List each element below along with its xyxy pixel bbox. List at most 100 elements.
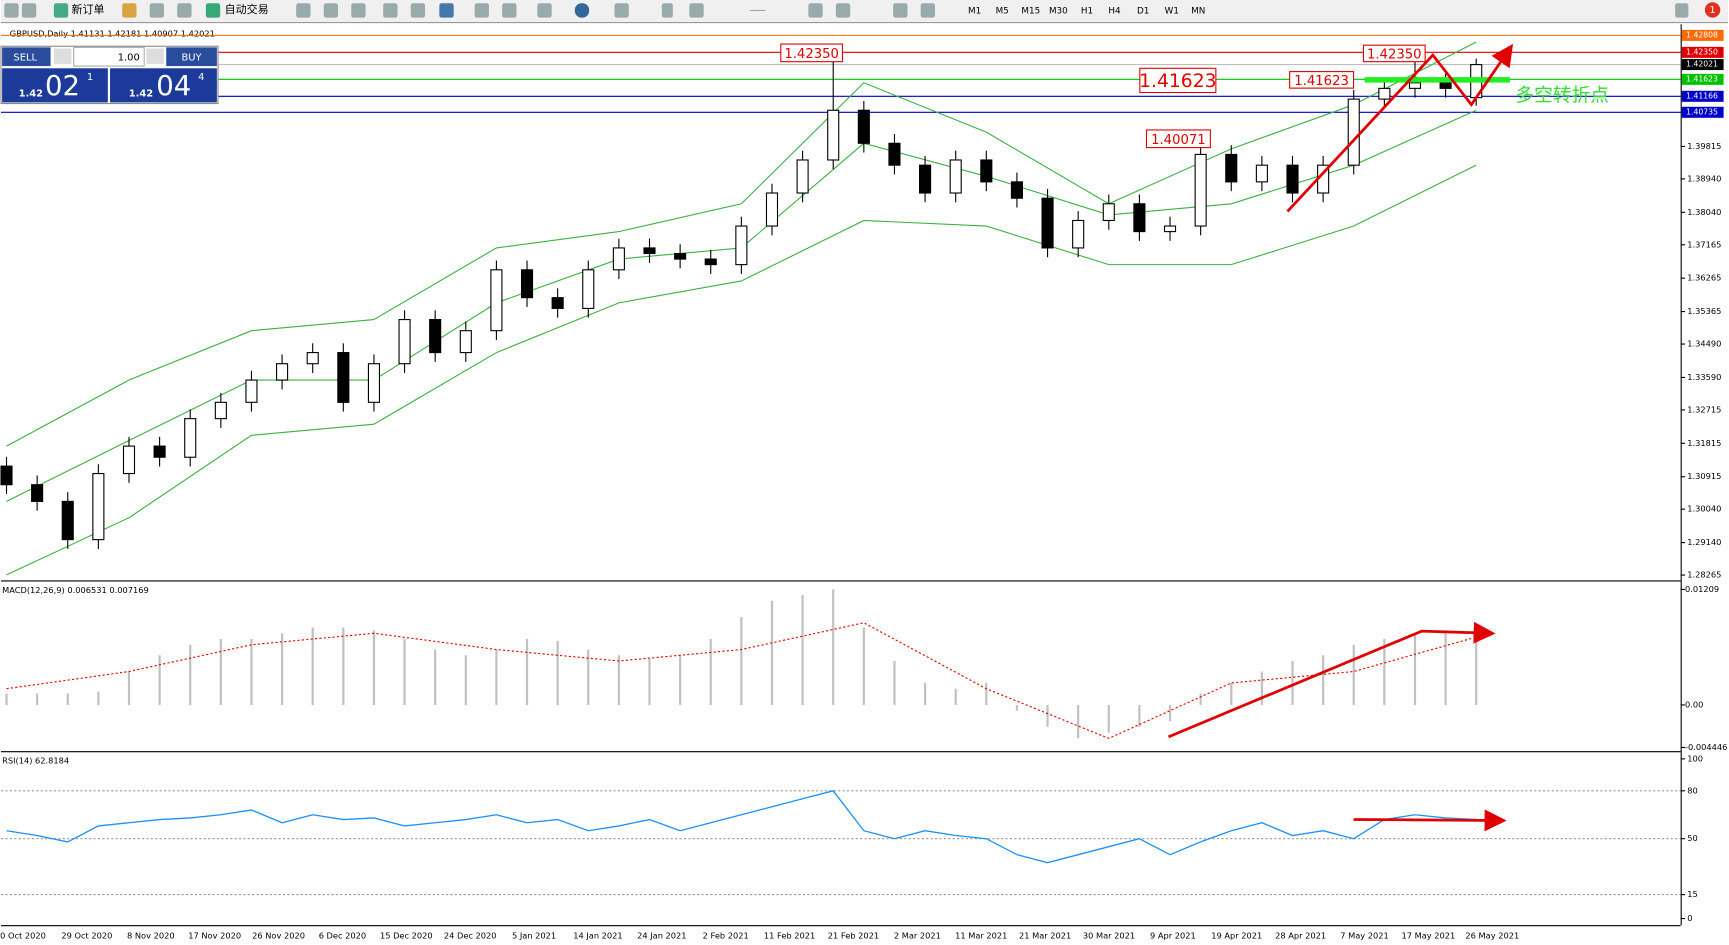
candle-body [153,445,166,458]
candle-body [184,418,197,458]
candle-body [398,319,411,365]
x-tick-label: 21 Mar 2021 [1019,931,1071,941]
candle-body [367,363,380,403]
x-tick-label: 7 May 2021 [1340,931,1389,941]
y-tick-label: 0 [1687,913,1692,923]
candle-body [1255,164,1268,183]
candle-body [214,401,227,420]
trade-panel: SELL 1.00 BUY 1.42 02 1 1.42 04 4 [0,45,219,105]
x-tick-label: 14 Jan 2021 [573,931,622,941]
level-label: 1.40735 [1686,107,1718,116]
toolbar-icons [4,3,1689,18]
x-tick-label: 30 Mar 2021 [1083,931,1135,941]
rsi-line [6,790,1477,864]
candle-body [643,247,656,255]
x-tick-label: 21 Feb 2021 [828,931,879,941]
turning-zone [1364,77,1510,83]
buy-button[interactable] [166,47,217,67]
x-tick-label: 11 Mar 2021 [955,931,1007,941]
x-tick-label: 26 Nov 2020 [252,931,305,941]
buy-price-box[interactable] [110,68,217,103]
candle-body [674,252,687,260]
timeframe-button[interactable]: W1 [1165,7,1179,17]
x-tick-label: 19 Apr 2021 [1211,931,1262,941]
price-label-box [1362,44,1426,63]
sell-label: SELL [13,52,37,63]
candle-body [1010,181,1023,199]
lot-down[interactable] [53,48,72,64]
annotation: 多空转折点 [1515,85,1609,106]
price-label: 1.41623 [1294,74,1349,89]
level-tag [1681,46,1724,58]
lot-value: 1.00 [118,52,140,63]
timeframe-button[interactable]: M1 [968,7,981,17]
candle-body [31,484,44,502]
candle-body [1072,219,1085,249]
trend-arrow [1286,43,1514,213]
x-tick-label: 0 Oct 2020 [0,931,46,941]
auto-trading-button[interactable]: 自动交易 [225,2,269,16]
candle-body [1133,203,1146,233]
x-tick-label: 24 Jan 2021 [637,931,686,941]
x-tick-label: 6 Dec 2020 [319,931,366,941]
candle-body [306,352,319,365]
buy-price-pips: 04 [156,70,191,102]
candle-body [1286,164,1299,194]
level-tag [1681,73,1724,85]
y-tick-label: 1.30040 [1687,504,1721,514]
candle-body [490,269,503,332]
candle-body [704,258,717,266]
timeframe-button[interactable]: D1 [1137,7,1149,17]
candle-body [459,330,472,354]
candle-body [857,109,870,144]
y-tick-label: 1.38940 [1687,173,1721,183]
sell-button[interactable] [2,47,51,67]
x-tick-label: 26 May 2021 [1465,931,1519,941]
level-label: 1.42021 [1686,60,1718,69]
y-tick-label: 50 [1687,833,1698,843]
chart-title: GBPUSD,Daily 1.41131 1.42181 1.40907 1.4… [10,29,215,39]
x-tick-label: 2 Feb 2021 [703,931,749,941]
lot-up[interactable] [146,48,165,64]
timeframe-button[interactable]: M15 [1021,7,1040,17]
bollinger-band [6,164,1477,576]
y-tick-label: 1.31815 [1687,438,1721,448]
y-tick-label: 1.32715 [1687,404,1721,414]
x-tick-label: 9 Apr 2021 [1150,931,1196,941]
timeframe-button[interactable]: H1 [1081,7,1093,17]
lot-input[interactable] [73,46,145,67]
new-order-button[interactable]: 新订单 [71,2,104,16]
x-tick-label: 24 Dec 2020 [444,931,497,941]
level-label: 1.42808 [1686,30,1718,39]
level-label: 1.41623 [1686,74,1718,83]
timeframe-button[interactable]: M30 [1049,7,1068,17]
candle-body [1378,87,1391,100]
x-tick-label: 8 Nov 2020 [127,931,175,941]
buy-label: BUY [181,52,202,63]
level-label: 1.42350 [1686,47,1718,56]
candle-body [0,465,13,486]
candle-body [92,473,105,541]
toolbar [1,0,1728,23]
candle-body [735,225,748,266]
level-tag [1681,59,1724,71]
y-tick-label: 0.01209 [1685,584,1719,594]
timeframe-button[interactable]: M5 [996,7,1009,17]
macd-signal [6,622,1477,739]
notification-badge[interactable] [1704,2,1721,18]
candle-body [245,379,258,403]
x-tick-label: 28 Apr 2021 [1275,931,1326,941]
candle-body [1163,225,1177,233]
x-tick-label: 29 Oct 2020 [61,931,112,941]
price-label: 1.42350 [1367,48,1422,63]
x-tick-label: 17 May 2021 [1402,931,1456,941]
candle-body [765,192,779,227]
level-tag [1681,106,1724,118]
candle-body [980,159,993,183]
sell-price-box[interactable] [2,68,108,103]
macd-title: MACD(12,26,9) 0.006531 0.007169 [2,585,149,595]
candle-body [1225,153,1238,183]
timeframe-button[interactable]: H4 [1108,7,1121,17]
timeframe-button[interactable]: MN [1191,7,1205,17]
